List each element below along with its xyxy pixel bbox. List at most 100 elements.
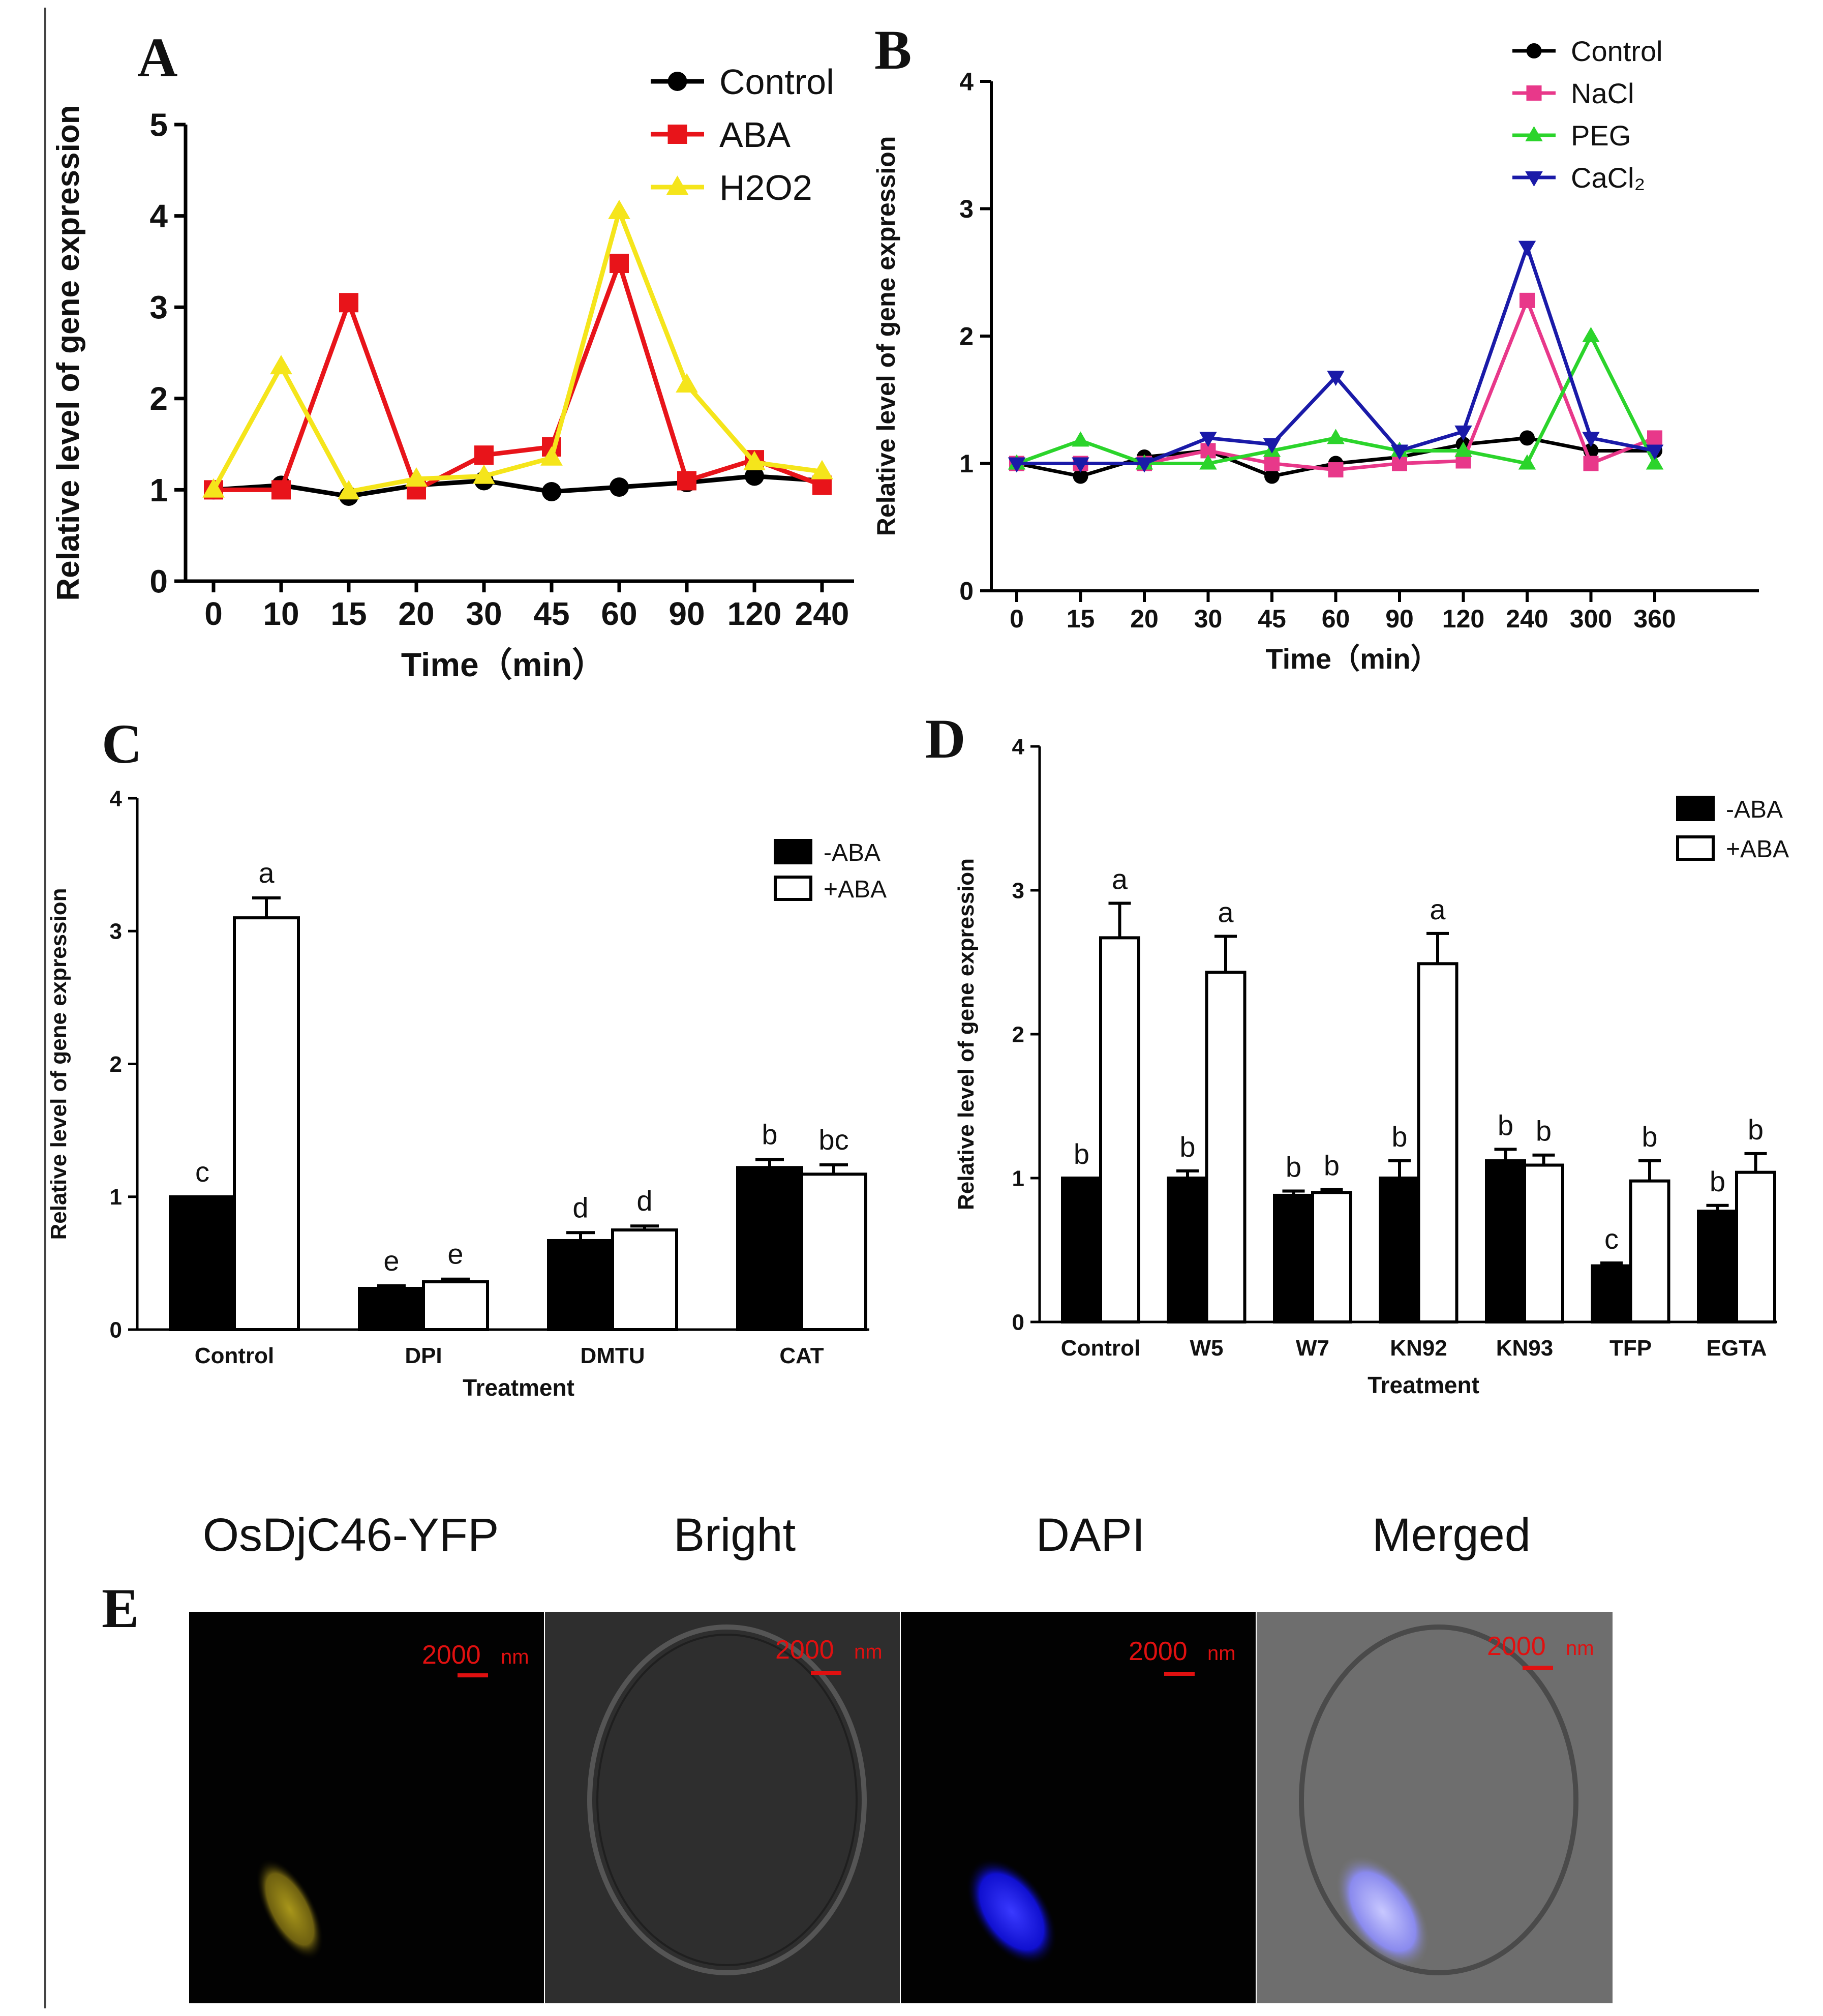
legend-marker <box>667 72 687 91</box>
x-tick-label: 300 <box>1570 605 1612 633</box>
data-point-control <box>1073 468 1088 484</box>
x-axis-title: Time（min） <box>401 646 605 683</box>
bar-aba-egta <box>1735 1170 1776 1323</box>
bar-aba-dmtu <box>547 1239 614 1331</box>
y-tick-label: 2 <box>110 1052 122 1077</box>
legend-marker <box>666 175 689 195</box>
significance-letter: c <box>1604 1223 1619 1255</box>
legend-label: +ABA <box>1726 836 1789 863</box>
y-tick-label: 3 <box>149 289 168 326</box>
x-axis-title: Treatment <box>463 1374 574 1401</box>
merged-nucleus-signal <box>1336 1856 1430 1968</box>
data-point-h2o2 <box>608 199 630 219</box>
data-point-peg <box>1199 454 1217 470</box>
significance-letter: a <box>1112 863 1128 895</box>
x-tick-label: DPI <box>405 1343 442 1368</box>
y-axis-title: Relative level of gene expression <box>872 136 900 536</box>
x-tick-label: EGTA <box>1707 1336 1767 1361</box>
merged-cell-outline <box>1299 1624 1578 1975</box>
data-point-h2o2 <box>202 478 225 498</box>
significance-letter: b <box>1286 1151 1301 1183</box>
x-tick-label: 240 <box>795 595 849 632</box>
data-point-control <box>610 477 629 497</box>
y-tick-label: 2 <box>959 322 974 351</box>
y-tick-label: 3 <box>110 919 122 944</box>
image-yfp <box>189 1612 544 2003</box>
bar-aba-egta <box>1697 1210 1738 1324</box>
panel-letter-d: D <box>925 708 965 770</box>
legend-marker <box>1526 85 1542 101</box>
legend-label: ABA <box>719 115 791 155</box>
scale-bar-bright: 2000 nm <box>775 1635 883 1675</box>
series-line-aba <box>214 256 823 493</box>
significance-letter: d <box>636 1185 652 1217</box>
data-point-cacl2 <box>1327 371 1345 386</box>
bar-aba-dpi <box>358 1287 425 1331</box>
x-tick-label: 45 <box>1258 605 1286 633</box>
panel-letter-c: C <box>102 713 142 775</box>
panel-letter-e: E <box>102 1577 139 1639</box>
x-tick-label: 60 <box>1322 605 1350 633</box>
x-axis-title: Time（min） <box>1265 643 1439 675</box>
image-title-yfp: OsDjC46-YFP <box>203 1509 499 1561</box>
significance-letter: b <box>1074 1138 1089 1170</box>
scale-value: 2000 <box>422 1640 481 1670</box>
panel-letter-a: A <box>137 26 177 88</box>
series-line-control <box>213 473 823 499</box>
y-tick-label: 4 <box>1012 734 1025 759</box>
legend-label: CaCl₂ <box>1571 162 1645 194</box>
data-point-h2o2 <box>405 467 428 487</box>
panel-b-line-chart: 0 1 2 3 4 0 15 20 30 45 60 90 120 240 300 360 Time（min） R… <box>872 35 1759 675</box>
y-tick-label: 1 <box>1012 1166 1024 1191</box>
data-point-aba <box>271 480 291 500</box>
data-point-h2o2 <box>676 373 698 393</box>
data-point-peg <box>1327 429 1345 444</box>
legend-swatch <box>774 876 812 901</box>
data-point-cacl2 <box>1454 425 1472 441</box>
legend-swatch <box>774 839 812 864</box>
image-title-bright: Bright <box>674 1509 796 1561</box>
data-point-nacl <box>1264 456 1280 471</box>
data-point-nacl <box>1328 462 1344 478</box>
significance-letter: a <box>1430 893 1446 925</box>
x-tick-label: 90 <box>669 595 705 632</box>
significance-letter: b <box>1748 1114 1764 1146</box>
x-tick-label: CAT <box>779 1343 824 1368</box>
data-point-aba <box>474 445 494 465</box>
image-title-dapi: DAPI <box>1036 1509 1145 1561</box>
data-point-cacl2 <box>1199 432 1217 447</box>
data-point-cacl2 <box>1072 457 1089 473</box>
data-point-nacl <box>1520 292 1535 308</box>
scale-value: 2000 <box>1487 1632 1546 1661</box>
bar-aba-kn93 <box>1485 1159 1526 1324</box>
legend-label: +ABA <box>824 876 887 903</box>
data-point-cacl2 <box>1263 438 1281 454</box>
y-tick-label: 1 <box>149 472 168 508</box>
data-point-peg <box>1518 454 1536 470</box>
y-tick-label: 0 <box>959 577 974 606</box>
significance-letter: c <box>195 1156 209 1188</box>
y-axis-title: Relative level of gene expression <box>51 105 86 600</box>
significance-letter: b <box>1710 1165 1725 1197</box>
y-tick-label: 4 <box>149 198 168 234</box>
image-bright <box>545 1612 900 2003</box>
x-tick-label: 30 <box>466 595 502 632</box>
series-line-h2o2 <box>211 204 823 495</box>
significance-letter: a <box>258 857 275 889</box>
image-title-merged: Merged <box>1372 1509 1531 1561</box>
data-point-control <box>542 482 561 501</box>
bar-aba-dpi <box>422 1280 489 1331</box>
bar-aba-control <box>233 916 300 1331</box>
bar-aba-w5 <box>1205 971 1247 1324</box>
scale-bar-dapi: 2000 nm <box>1129 1637 1236 1676</box>
data-point-cacl2 <box>1646 444 1664 460</box>
data-point-nacl <box>1647 430 1662 446</box>
x-tick-label: 120 <box>1442 605 1484 633</box>
legend-label: -ABA <box>824 839 880 866</box>
x-tick-label: W5 <box>1190 1336 1224 1361</box>
data-point-control <box>1520 430 1535 446</box>
y-tick-label: 5 <box>149 106 168 143</box>
data-point-aba <box>677 471 696 491</box>
significance-letter: b <box>1391 1121 1407 1153</box>
